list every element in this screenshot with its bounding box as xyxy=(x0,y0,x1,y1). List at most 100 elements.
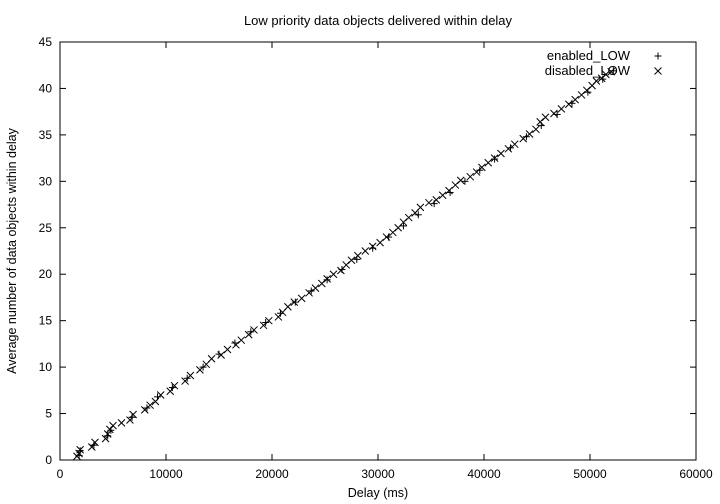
data-point xyxy=(186,371,195,380)
data-point xyxy=(497,149,505,158)
tick-labels: 0 10000 20000 30000 40000 50000 60000 0 5 10 15 20 2… xyxy=(39,35,713,481)
data-point xyxy=(276,309,284,317)
data-point xyxy=(91,438,99,447)
data-point xyxy=(571,95,580,104)
data-point xyxy=(215,350,223,358)
data-point xyxy=(156,391,165,399)
data-point xyxy=(305,288,313,297)
data-point xyxy=(382,233,391,241)
series-disabled_LOW xyxy=(73,67,616,461)
data-point xyxy=(525,130,534,138)
data-point xyxy=(117,418,126,427)
y-axis-title: Average number of data objects within de… xyxy=(5,127,19,374)
data-point xyxy=(170,381,179,390)
data-point xyxy=(146,401,154,410)
data-point xyxy=(532,125,540,134)
data-point xyxy=(466,172,475,181)
data-point xyxy=(76,445,84,454)
data-point xyxy=(361,247,370,255)
data-point xyxy=(504,144,513,153)
data-point xyxy=(456,176,465,185)
data-point xyxy=(284,302,292,311)
y-tick-label: 10 xyxy=(39,360,53,374)
y-tick-label: 45 xyxy=(39,35,53,49)
data-point xyxy=(223,345,232,354)
data-point xyxy=(297,294,306,303)
data-point xyxy=(432,196,441,204)
x-tick-label: 20000 xyxy=(255,467,289,481)
y-tick-label: 30 xyxy=(39,174,53,188)
data-point xyxy=(347,256,356,265)
data-point xyxy=(478,163,486,172)
data-point xyxy=(416,203,425,212)
data-point xyxy=(445,186,453,195)
data-point xyxy=(461,177,469,185)
data-point xyxy=(550,109,558,118)
data-point xyxy=(368,242,377,251)
x-tick-label: 10000 xyxy=(149,467,183,481)
data-point xyxy=(541,113,550,122)
data-point xyxy=(291,298,299,306)
data-point xyxy=(602,70,610,79)
data-point xyxy=(196,366,204,374)
data-point xyxy=(354,251,362,260)
data-point xyxy=(290,298,299,306)
data-point xyxy=(109,421,117,430)
data-point xyxy=(311,284,320,293)
data-point xyxy=(491,155,499,163)
legend-item-disabled_LOW: disabled_LOW xyxy=(545,63,662,78)
legend-marker xyxy=(654,67,662,75)
data-point xyxy=(399,222,407,230)
data-point xyxy=(414,211,422,219)
chart-title: Low priority data objects delivered with… xyxy=(244,13,513,28)
y-tick-label: 20 xyxy=(39,267,53,281)
y-tick-label: 35 xyxy=(39,128,53,142)
data-point xyxy=(129,410,137,419)
legend-item-enabled_LOW: enabled_LOW xyxy=(547,48,662,63)
data-point xyxy=(207,354,216,363)
data-point xyxy=(101,434,110,443)
y-tick-label: 5 xyxy=(45,407,52,421)
data-point xyxy=(430,200,438,208)
data-point xyxy=(519,134,528,143)
data-point xyxy=(557,105,566,113)
axis-ticks xyxy=(59,41,697,461)
x-tick-label: 50000 xyxy=(573,467,607,481)
data-point xyxy=(607,67,616,76)
x-tick-label: 30000 xyxy=(361,467,395,481)
data-point xyxy=(237,336,246,345)
y-tick-label: 40 xyxy=(39,81,53,95)
data-point xyxy=(103,430,112,438)
data-point xyxy=(250,326,258,334)
data-points xyxy=(73,67,617,461)
data-point xyxy=(323,275,331,283)
data-point xyxy=(404,213,413,222)
data-point xyxy=(151,397,160,406)
data-point xyxy=(329,270,338,279)
x-tick-label: 60000 xyxy=(679,467,713,481)
data-point xyxy=(564,100,573,109)
y-tick-label: 0 xyxy=(45,453,52,467)
legend-marker xyxy=(654,52,662,60)
legend-label: enabled_LOW xyxy=(547,48,631,63)
data-point xyxy=(376,238,384,247)
data-point xyxy=(507,144,514,152)
x-axis-title: Delay (ms) xyxy=(348,486,408,500)
y-tick-label: 25 xyxy=(39,221,53,235)
x-tick-label: 40000 xyxy=(467,467,501,481)
data-point xyxy=(484,158,493,167)
data-point xyxy=(87,443,96,451)
data-point xyxy=(126,416,134,424)
data-point xyxy=(592,77,601,85)
data-point xyxy=(264,316,273,325)
data-point xyxy=(609,67,617,75)
legend-label: disabled_LOW xyxy=(545,63,631,78)
data-point xyxy=(438,191,447,200)
data-point xyxy=(217,351,225,359)
data-point xyxy=(166,387,175,396)
data-point xyxy=(490,154,499,162)
x-tick-label: 0 xyxy=(57,467,64,481)
data-point xyxy=(323,276,331,284)
